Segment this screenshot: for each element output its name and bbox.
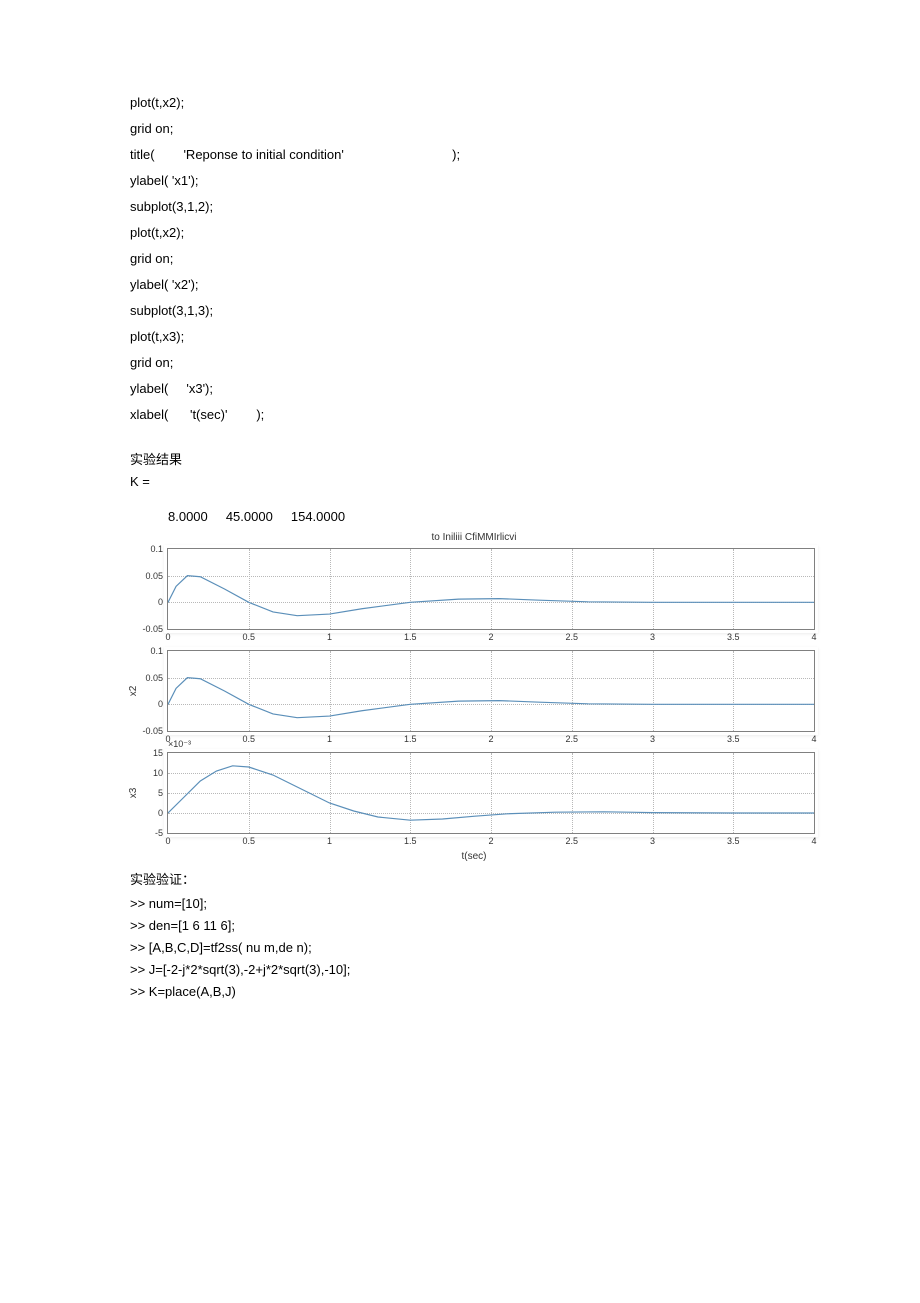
x-tick-label: 3 <box>650 632 655 642</box>
y-tick-label: -0.05 <box>142 624 163 634</box>
code-line: subplot(3,1,2); <box>130 194 790 220</box>
x-tick-label: 1 <box>327 734 332 744</box>
x-tick-label: 3.5 <box>727 836 740 846</box>
y-tick-label: 0.05 <box>145 673 163 683</box>
y-tick-label: 15 <box>153 748 163 758</box>
code-line: >> den=[1 6 11 6]; <box>130 915 790 937</box>
code-line: >> [A,B,C,D]=tf2ss( nu m,de n); <box>130 937 790 959</box>
x-tick-label: 0.5 <box>242 734 255 744</box>
code-line: title( 'Reponse to initial condition' ); <box>130 142 790 168</box>
x-tick-label: 0.5 <box>242 632 255 642</box>
chart-figure: to Iniliii CfiMMIrlicvi -0.0500.050.100.… <box>124 532 824 862</box>
x-tick-label: 3 <box>650 734 655 744</box>
y-axis-label: x2 <box>128 686 139 697</box>
code-line: >> num=[10]; <box>130 893 790 915</box>
x-tick-label: 0.5 <box>242 836 255 846</box>
y-tick-label: 0.05 <box>145 571 163 581</box>
x-tick-label: 2.5 <box>565 836 578 846</box>
y-tick-label: 10 <box>153 768 163 778</box>
x-tick-label: 1.5 <box>404 836 417 846</box>
k-values: 8.0000 45.0000 154.0000 <box>168 509 790 524</box>
code-line: plot(t,x3); <box>130 324 790 350</box>
subplot: -0.0500.050.100.511.522.533.54 <box>124 545 824 633</box>
code-line: xlabel( 't(sec)' ); <box>130 402 790 428</box>
y-tick-label: -5 <box>155 828 163 838</box>
matlab-code-bottom: >> num=[10];>> den=[1 6 11 6];>> [A,B,C,… <box>130 893 790 1003</box>
x-tick-label: 1 <box>327 836 332 846</box>
x-tick-label: 0 <box>165 632 170 642</box>
x-tick-label: 2.5 <box>565 734 578 744</box>
x-tick-label: 2 <box>488 734 493 744</box>
y-tick-label: 0.1 <box>150 544 163 554</box>
matlab-code-top: plot(t,x2);grid on;title( 'Reponse to in… <box>130 90 790 428</box>
y-tick-label: -0.05 <box>142 726 163 736</box>
subplot: x2-0.0500.050.100.511.522.533.54 <box>124 647 824 735</box>
x-tick-label: 2 <box>488 632 493 642</box>
code-line: plot(t,x2); <box>130 90 790 116</box>
y-tick-label: 0 <box>158 597 163 607</box>
code-line: ylabel( 'x2'); <box>130 272 790 298</box>
y-axis-label: x3 <box>128 788 139 799</box>
y-tick-label: 0 <box>158 699 163 709</box>
x-tick-label: 4 <box>811 632 816 642</box>
code-line: grid on; <box>130 246 790 272</box>
x-tick-label: 1.5 <box>404 734 417 744</box>
x-tick-label: 1.5 <box>404 632 417 642</box>
x-axis-label: t(sec) <box>124 851 824 862</box>
x-tick-label: 4 <box>811 734 816 744</box>
verify-label: 实验验证： <box>130 868 790 893</box>
x-tick-label: 2 <box>488 836 493 846</box>
y-tick-label: 5 <box>158 788 163 798</box>
chart-title: to Iniliii CfiMMIrlicvi <box>124 532 824 543</box>
x-tick-label: 1 <box>327 632 332 642</box>
subplot: x3×10⁻³-505101500.511.522.533.54 <box>124 749 824 837</box>
code-line: grid on; <box>130 116 790 142</box>
y-tick-label: 0 <box>158 808 163 818</box>
x-tick-label: 3.5 <box>727 734 740 744</box>
y-tick-label: 0.1 <box>150 646 163 656</box>
code-line: ylabel( 'x1'); <box>130 168 790 194</box>
code-line: grid on; <box>130 350 790 376</box>
code-line: >> J=[-2-j*2*sqrt(3),-2+j*2*sqrt(3),-10]… <box>130 959 790 981</box>
code-line: ylabel( 'x3'); <box>130 376 790 402</box>
result-label: 实验结果 <box>130 448 790 473</box>
x-tick-label: 3.5 <box>727 632 740 642</box>
k-label: K = <box>130 473 790 491</box>
code-line: subplot(3,1,3); <box>130 298 790 324</box>
x-tick-label: 2.5 <box>565 632 578 642</box>
x-tick-label: 0 <box>165 836 170 846</box>
code-line: >> K=place(A,B,J) <box>130 981 790 1003</box>
x-tick-label: 3 <box>650 836 655 846</box>
code-line: plot(t,x2); <box>130 220 790 246</box>
x-tick-label: 4 <box>811 836 816 846</box>
